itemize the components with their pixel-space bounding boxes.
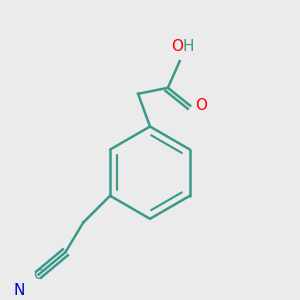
Text: C: C [34,268,44,282]
Text: O: O [195,98,207,113]
Text: H: H [183,39,194,54]
Text: N: N [14,284,25,298]
Text: O: O [171,39,183,54]
